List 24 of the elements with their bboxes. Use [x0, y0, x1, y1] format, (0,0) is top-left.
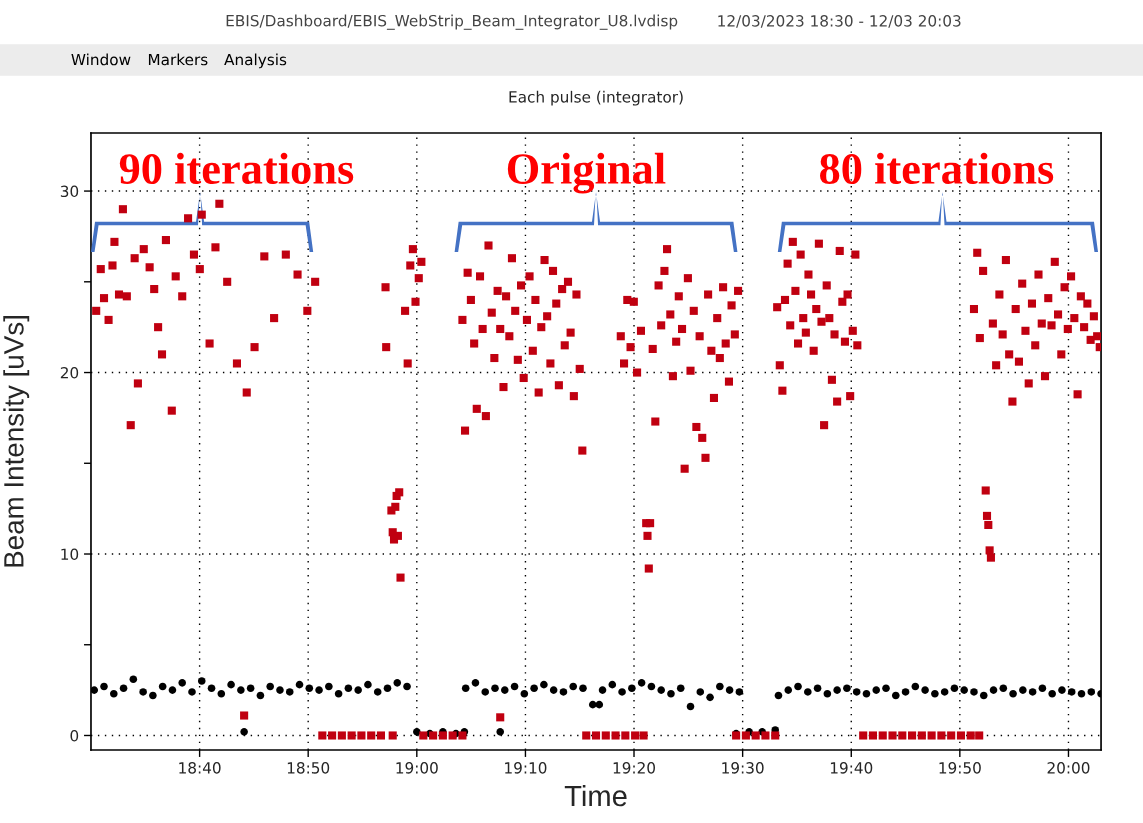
text: Analysis: [224, 53, 287, 69]
x-axis-title: Time: [564, 784, 627, 807]
y-tick-label: 20: [60, 367, 79, 379]
text: 12/03/2023 18:30 - 12/03 20:03: [718, 15, 961, 28]
x-tick-label: 18:50: [287, 762, 330, 774]
chart-title: Each pulse (integrator): [509, 90, 683, 106]
x-tick-label: 19:10: [505, 762, 547, 774]
x-tick-label: 19:40: [830, 762, 873, 774]
annotation: 80 iterations: [820, 152, 1054, 185]
x-tick-label: 20:00: [1047, 762, 1090, 774]
x-tick-label: 19:30: [722, 762, 764, 774]
y-tick-label: 0: [70, 729, 79, 742]
x-tick-label: 18:40: [179, 762, 221, 774]
annotation: Original: [507, 152, 666, 194]
x-tick-label: 19:20: [613, 762, 656, 774]
text: EBIS/Dashboard/EBIS_WebStrip_Beam_Integrator_U8.lvdisp: [226, 14, 678, 30]
x-tick-label: 19:50: [939, 762, 981, 774]
text: Window: [71, 53, 131, 66]
y-axis-title: Beam Intensity [uVs]: [3, 316, 30, 567]
annotation: 90 iterations: [119, 152, 354, 185]
y-tick-label: 10: [61, 548, 79, 561]
text: Markers: [148, 53, 208, 66]
y-tick-label: 30: [60, 185, 79, 198]
x-tick-label: 19:00: [396, 762, 438, 774]
